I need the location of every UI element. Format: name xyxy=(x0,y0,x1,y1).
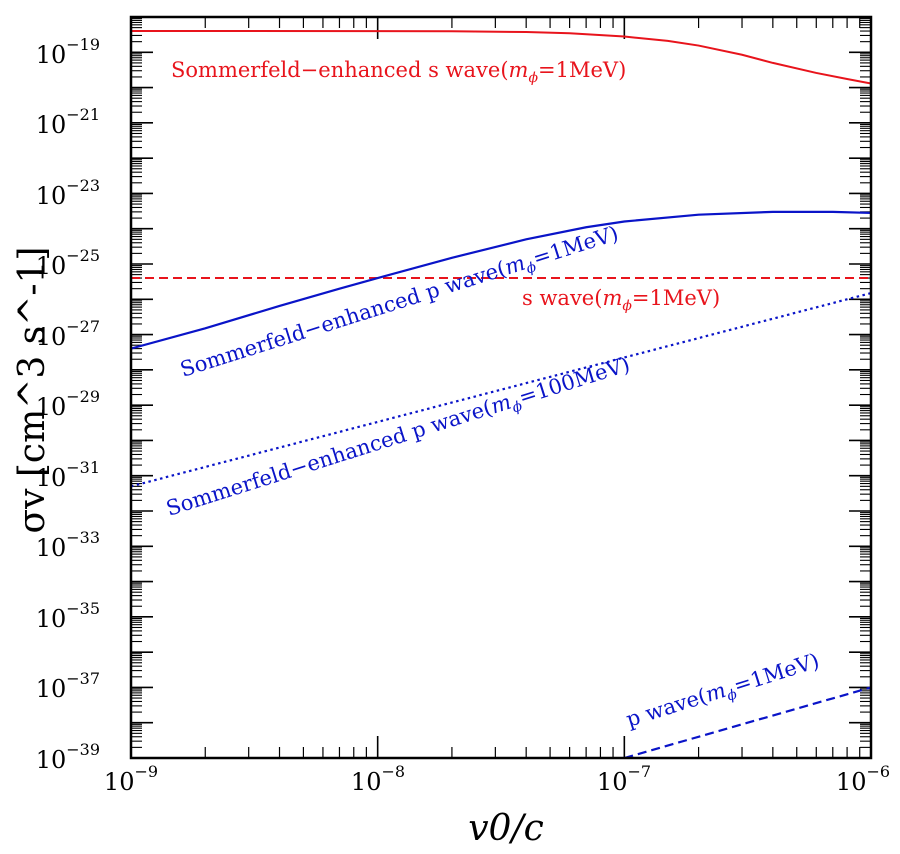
x-axis-label: v0/c xyxy=(468,808,544,849)
y-tick-label: 10−23 xyxy=(36,176,100,210)
y-tick-label: 10−39 xyxy=(36,740,100,774)
label-p-wave-1mev: p wave(mϕ=1MeV) xyxy=(623,648,823,735)
x-tick-label: 10−7 xyxy=(597,762,651,796)
minor-tick-marks xyxy=(131,17,871,758)
x-tick-labels: 10−9 10−8 10−7 10−6 xyxy=(104,762,890,796)
x-tick-label: 10−8 xyxy=(351,762,405,796)
y-tick-label: 10−33 xyxy=(36,528,100,562)
y-tick-label: 10−19 xyxy=(36,35,100,69)
y-tick-label: 10−31 xyxy=(36,458,100,492)
y-tick-label: 10−29 xyxy=(36,387,100,421)
label-sommerfeld-s-wave-1mev: Sommerfeld−enhanced s wave(mϕ=1MeV) xyxy=(171,58,626,86)
line-sommerfeld-p-wave-1mev xyxy=(131,210,871,350)
label-sommerfeld-p-wave-100mev: Sommerfeld−enhanced p wave(mϕ=100MeV) xyxy=(163,352,634,524)
y-tick-label: 10−25 xyxy=(36,246,100,280)
x-tick-label: 10−6 xyxy=(836,762,890,796)
y-tick-label: 10−21 xyxy=(36,105,100,139)
line-sommerfeld-p-wave-100mev xyxy=(131,292,871,488)
label-s-wave-1mev: s wave(mϕ=1MeV) xyxy=(522,286,720,314)
line-sommerfeld-s-wave-1mev xyxy=(131,30,871,85)
plot-frame xyxy=(129,15,873,760)
y-tick-labels: 10−19 10−21 10−23 10−25 10−27 10−29 10−3… xyxy=(36,35,100,774)
y-tick-label: 10−37 xyxy=(36,669,100,703)
y-tick-label: 10−27 xyxy=(36,317,100,351)
y-axis-label: σv [cm^3 s^-1] xyxy=(12,247,53,534)
line-p-wave-1mev xyxy=(624,686,871,758)
y-tick-label: 10−35 xyxy=(36,599,100,633)
major-tick-marks xyxy=(131,17,871,758)
x-tick-label: 10−9 xyxy=(104,762,158,796)
